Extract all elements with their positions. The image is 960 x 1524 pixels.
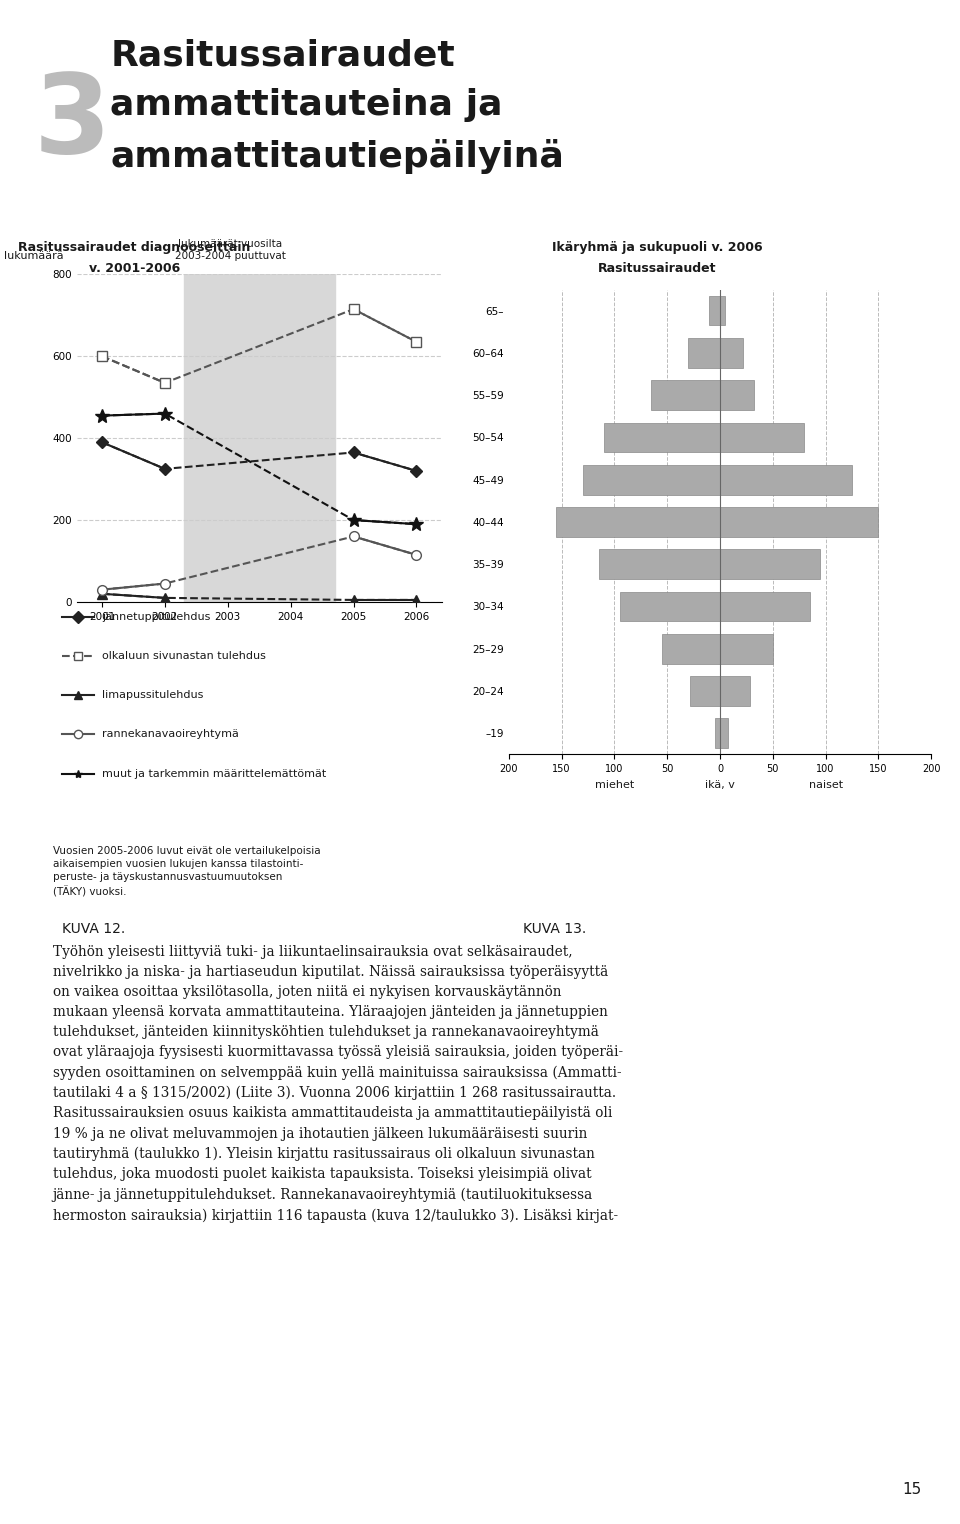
Bar [714,718,720,748]
Bar [720,338,743,367]
Bar [688,338,720,367]
Bar [662,634,720,663]
Text: Rasitussairaudet: Rasitussairaudet [598,262,717,276]
Bar [620,591,720,622]
Text: naiset: naiset [808,780,843,789]
Bar [599,550,720,579]
Text: KUVA 12.: KUVA 12. [62,922,126,936]
Bar [720,507,878,536]
Text: Vuosien 2005-2006 luvut eivät ole vertailukelpoisia
aikaisempien vuosien lukujen: Vuosien 2005-2006 luvut eivät ole vertai… [53,846,321,898]
Bar [720,634,773,663]
Bar [720,381,754,410]
Bar [720,591,810,622]
Bar [583,465,720,494]
Text: Rasitussairaudet diagnooseittain: Rasitussairaudet diagnooseittain [18,241,251,255]
Text: lukumäärä: lukumäärä [4,251,63,261]
Text: v. 2001-2006: v. 2001-2006 [88,262,180,276]
Bar [709,296,720,326]
Text: muut ja tarkemmin määrittelemättömät: muut ja tarkemmin määrittelemättömät [102,768,326,779]
Text: rannekanavaoireyhtymä: rannekanavaoireyhtymä [102,730,239,739]
Text: miehet: miehet [595,780,634,789]
Bar [690,677,720,706]
Text: jännetuppitulehdus: jännetuppitulehdus [102,613,210,622]
Text: Ikäryhmä ja sukupuoli v. 2006: Ikäryhmä ja sukupuoli v. 2006 [552,241,763,255]
Text: 3: 3 [34,69,110,175]
Bar [720,677,750,706]
Text: KUVA 13.: KUVA 13. [523,922,587,936]
Text: ikä, v: ikä, v [705,780,735,789]
Bar [557,507,720,536]
Text: Työhön yleisesti liittyviä tuki- ja liikuntaelinsairauksia ovat selkäsairaudet,
: Työhön yleisesti liittyviä tuki- ja liik… [53,945,623,1222]
Bar [720,718,729,748]
Text: olkaluun sivunastan tulehdus: olkaluun sivunastan tulehdus [102,651,266,661]
Bar [183,274,335,602]
Bar [720,296,726,326]
Bar [720,465,852,494]
Text: Rasitussairaudet: Rasitussairaudet [110,38,455,72]
Bar [720,550,820,579]
Text: limapussitulehdus: limapussitulehdus [102,690,204,701]
Text: ammattitautiepäilyinä: ammattitautiepäilyinä [110,139,564,174]
Bar [604,422,720,453]
Bar [720,422,804,453]
Text: 15: 15 [902,1481,922,1497]
Bar [651,381,720,410]
Text: lukumäärät vuosilta
2003-2004 puuttuvat: lukumäärät vuosilta 2003-2004 puuttuvat [175,239,285,261]
Text: ammattitauteina ja: ammattitauteina ja [110,88,503,122]
